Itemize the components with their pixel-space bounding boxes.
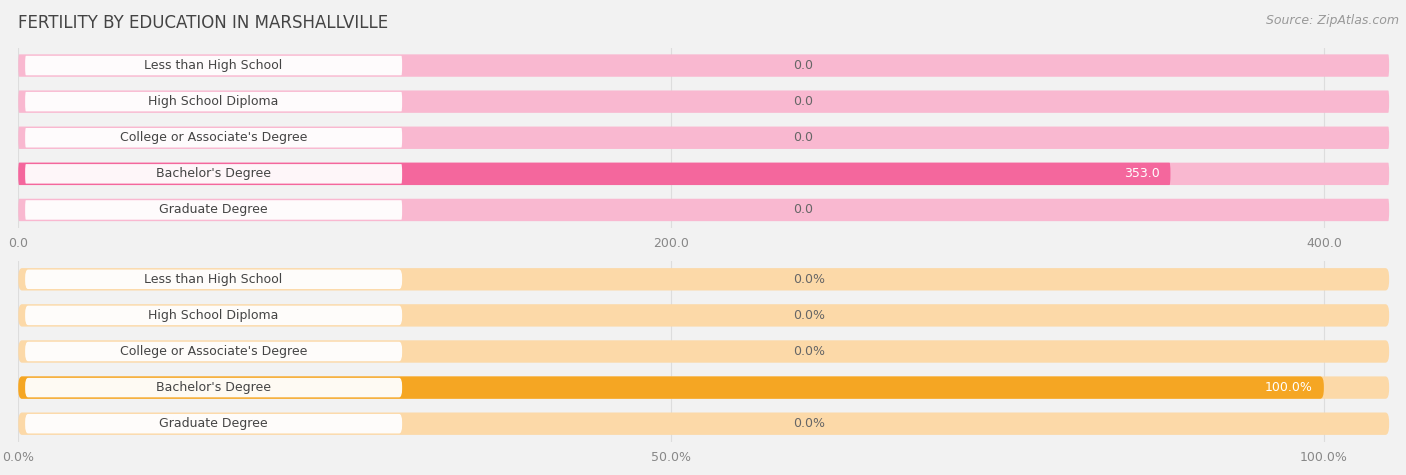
Text: FERTILITY BY EDUCATION IN MARSHALLVILLE: FERTILITY BY EDUCATION IN MARSHALLVILLE (18, 14, 388, 32)
Text: College or Associate's Degree: College or Associate's Degree (120, 131, 308, 144)
FancyBboxPatch shape (18, 268, 1389, 291)
FancyBboxPatch shape (18, 162, 1389, 185)
Text: 0.0: 0.0 (793, 59, 813, 72)
Text: High School Diploma: High School Diploma (149, 309, 278, 322)
FancyBboxPatch shape (18, 376, 1389, 399)
FancyBboxPatch shape (25, 342, 402, 361)
FancyBboxPatch shape (18, 304, 1389, 327)
Text: Graduate Degree: Graduate Degree (159, 203, 269, 217)
FancyBboxPatch shape (25, 164, 402, 184)
FancyBboxPatch shape (25, 56, 402, 76)
Text: 353.0: 353.0 (1123, 167, 1160, 180)
Text: 0.0%: 0.0% (793, 417, 825, 430)
FancyBboxPatch shape (18, 199, 1389, 221)
FancyBboxPatch shape (25, 414, 402, 434)
Text: Source: ZipAtlas.com: Source: ZipAtlas.com (1265, 14, 1399, 27)
FancyBboxPatch shape (25, 378, 402, 398)
FancyBboxPatch shape (25, 92, 402, 112)
FancyBboxPatch shape (18, 162, 1170, 185)
Text: Bachelor's Degree: Bachelor's Degree (156, 167, 271, 180)
Text: 0.0%: 0.0% (793, 309, 825, 322)
FancyBboxPatch shape (25, 269, 402, 289)
FancyBboxPatch shape (25, 200, 402, 220)
Text: Less than High School: Less than High School (145, 59, 283, 72)
Text: 0.0%: 0.0% (793, 273, 825, 286)
FancyBboxPatch shape (18, 412, 1389, 435)
Text: 0.0: 0.0 (793, 95, 813, 108)
FancyBboxPatch shape (18, 376, 1324, 399)
Text: 0.0%: 0.0% (793, 345, 825, 358)
FancyBboxPatch shape (18, 126, 1389, 149)
Text: College or Associate's Degree: College or Associate's Degree (120, 345, 308, 358)
FancyBboxPatch shape (18, 90, 1389, 113)
Text: Graduate Degree: Graduate Degree (159, 417, 269, 430)
FancyBboxPatch shape (25, 305, 402, 325)
Text: Less than High School: Less than High School (145, 273, 283, 286)
Text: High School Diploma: High School Diploma (149, 95, 278, 108)
Text: 100.0%: 100.0% (1265, 381, 1313, 394)
FancyBboxPatch shape (18, 340, 1389, 363)
Text: 0.0: 0.0 (793, 203, 813, 217)
FancyBboxPatch shape (25, 128, 402, 148)
FancyBboxPatch shape (18, 54, 1389, 77)
Text: 0.0: 0.0 (793, 131, 813, 144)
Text: Bachelor's Degree: Bachelor's Degree (156, 381, 271, 394)
